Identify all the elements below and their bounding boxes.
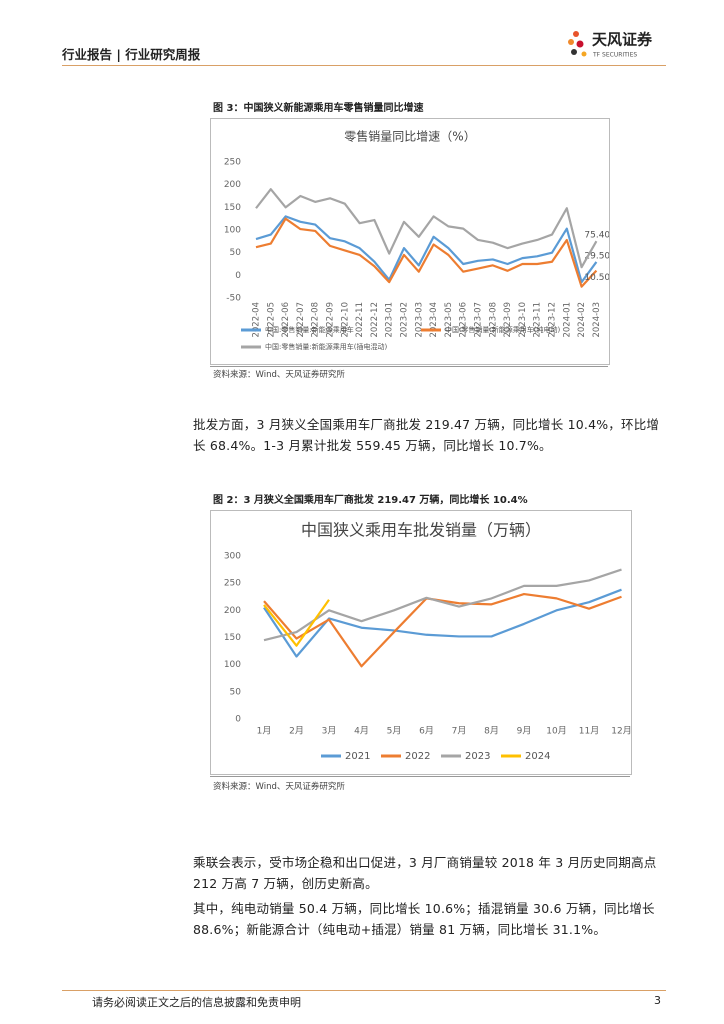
header-rule [62, 65, 666, 66]
y-tick-label: 200 [224, 606, 241, 616]
page-number: 3 [654, 994, 661, 1007]
x-tick-label: 2023-05 [444, 302, 454, 338]
legend-label: 2024 [525, 751, 550, 762]
x-tick-label: 2022-05 [266, 302, 276, 338]
x-tick-label: 2022-11 [355, 302, 365, 338]
series-line [255, 215, 598, 284]
y-tick-label: 300 [224, 552, 241, 562]
y-tick-label: 250 [224, 579, 241, 589]
x-tick-label: 10月 [546, 726, 566, 737]
chart: 中国狭义乘用车批发销量（万辆） 0 50 100 150 200 250 300 1月 2月 3月 4… [224, 521, 632, 763]
x-tick-label: 2022-10 [340, 302, 350, 338]
x-tick-label: 2023-10 [518, 302, 528, 338]
y-tick-label: 100 [224, 226, 241, 236]
legend-label: 2023 [465, 751, 490, 762]
x-tick-label: 2024-03 [592, 302, 602, 338]
y-tick-label: 0 [235, 715, 241, 725]
chart-title: 零售销量同比增速（%） [344, 129, 475, 144]
series-line [255, 217, 598, 288]
y-tick-label: 250 [224, 158, 241, 168]
x-tick-label: 2024-01 [562, 302, 572, 338]
legend-label: 中国:零售销量:新能源乘用车(插电混动) [265, 342, 387, 351]
series-line [255, 188, 598, 269]
y-tick-label: -50 [226, 294, 241, 304]
y-tick-label: 0 [235, 271, 241, 281]
x-tick-label: 2023-07 [474, 302, 484, 338]
x-tick-label: 2023-06 [459, 302, 469, 338]
logo-name: 天风证券 [592, 31, 653, 49]
figure-caption: 图 3：中国狭义新能源乘用车零售销量同比增速 [213, 103, 424, 114]
paragraph: 乘联会表示，受市场企稳和出口促进，3 月厂商销量较 2018 年 3 月历史同期… [193, 855, 657, 891]
x-tick-label: 2023-12 [548, 302, 558, 338]
x-tick-label: 1月 [257, 726, 272, 737]
source: 资料来源：Wind、天风证券研究所 [213, 782, 345, 792]
data-label: 10.50 [584, 273, 609, 283]
series-line [263, 568, 622, 642]
paragraph: 其中，纯电动销量 50.4 万辆，同比增长 10.6%；插混销量 30.6 万辆… [193, 901, 655, 937]
x-tick-label: 2023-04 [429, 302, 439, 338]
x-tick-label: 12月 [611, 726, 631, 737]
figure-caption: 图 2：3 月狭义全国乘用车厂商批发 219.47 万辆，同比增长 10.4% [213, 495, 528, 506]
x-tick-label: 6月 [419, 726, 434, 737]
series-line [263, 599, 330, 647]
x-tick-label: 9月 [517, 726, 532, 737]
x-tick-label: 2022-12 [370, 302, 380, 338]
y-tick-label: 150 [224, 203, 241, 213]
y-tick-label: 50 [230, 248, 242, 258]
chart: 零售销量同比增速（%） -50 0 50 100 150 200 250 2022-04 2022… [224, 129, 611, 352]
y-tick-label: 200 [224, 180, 241, 190]
x-tick-label: 2022-04 [252, 302, 262, 338]
x-tick-label: 7月 [452, 726, 467, 737]
header-title: 行业报告 | 行业研究周报 [62, 47, 201, 62]
x-tick-label: 2023-03 [414, 302, 424, 338]
x-tick-label: 2022-06 [281, 302, 291, 338]
x-tick-label: 2023-08 [488, 302, 498, 338]
source-rule [210, 366, 608, 367]
x-tick-label: 2024-02 [577, 302, 587, 338]
chart-title: 中国狭义乘用车批发销量（万辆） [301, 521, 541, 540]
source: 资料来源：Wind、天风证券研究所 [213, 370, 345, 380]
x-tick-label: 2022-09 [326, 302, 336, 338]
y-tick-label: 150 [224, 633, 241, 643]
x-tick-label: 2023-01 [385, 302, 395, 338]
logo: 天风证券 TF SECURITIES [568, 31, 653, 59]
x-tick-label: 2022-07 [296, 302, 306, 338]
series-line [263, 588, 622, 658]
logo-sub: TF SECURITIES [592, 52, 637, 59]
x-tick-label: 11月 [579, 726, 599, 737]
y-tick-label: 100 [224, 660, 241, 670]
footer-disclaimer: 请务必阅读正文之后的信息披露和免责申明 [92, 996, 301, 1009]
legend-label: 中国:零售销量:新能源乘用车 [265, 325, 354, 334]
y-tick-label: 50 [230, 687, 242, 697]
legend-label: 中国:零售销量:新能源乘用车(纯电动) [445, 325, 560, 334]
x-tick-label: 4月 [354, 726, 369, 737]
footer-rule [62, 990, 666, 991]
paragraph: 批发方面，3 月狭义全国乘用车厂商批发 219.47 万辆，同比增长 10.4%… [193, 417, 660, 453]
legend-label: 2021 [345, 751, 370, 762]
chart-box: 中国狭义乘用车批发销量（万辆） 0 50 100 150 200 250 300 1月 2月 3月 4… [210, 510, 632, 775]
x-tick-label: 2022-08 [311, 302, 321, 338]
x-tick-label: 3月 [322, 726, 337, 737]
chart-box: 零售销量同比增速（%） -50 0 50 100 150 200 250 2022-04 2022… [210, 118, 610, 365]
x-tick-label: 2023-11 [533, 302, 543, 338]
x-tick-label: 2月 [289, 726, 304, 737]
x-tick-label: 2023-09 [503, 302, 513, 338]
x-tick-label: 8月 [484, 726, 499, 737]
legend-label: 2022 [405, 751, 430, 762]
data-label: 75.40 [584, 231, 609, 241]
data-label: 29.50 [584, 251, 609, 261]
source-rule [210, 776, 630, 777]
series-line [263, 592, 622, 668]
x-tick-label: 5月 [387, 726, 402, 737]
x-tick-label: 2023-02 [400, 302, 410, 338]
